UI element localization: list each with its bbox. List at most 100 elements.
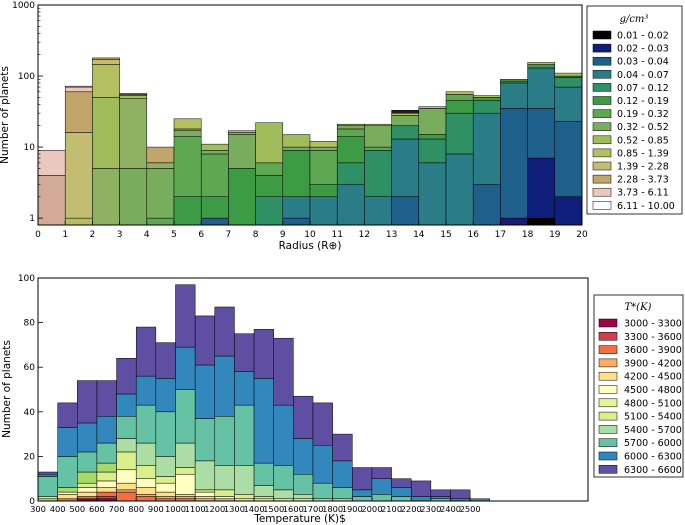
radius-bar-segment bbox=[200, 153, 229, 197]
radius-bar-segment bbox=[92, 97, 120, 169]
temperature-bar-segment bbox=[352, 496, 373, 502]
temperature-x-tick-label: 400 bbox=[50, 504, 66, 514]
temperature-legend-label: 4800 - 5100 bbox=[624, 398, 682, 409]
radius-x-tick-label: 12 bbox=[359, 230, 370, 240]
density-legend-swatch bbox=[592, 56, 612, 66]
temperature-bar-segment bbox=[214, 416, 235, 466]
radius-bar-segment bbox=[119, 93, 148, 95]
radius-bar-segment bbox=[92, 57, 120, 60]
radius-bar-segment bbox=[64, 91, 93, 133]
radius-bar-segment bbox=[391, 112, 420, 116]
radius-bar-segment bbox=[364, 123, 392, 126]
temperature-legend-swatch bbox=[598, 438, 618, 447]
temperature-bar-segment bbox=[135, 465, 157, 479]
temperature-bar-segment bbox=[175, 389, 196, 444]
temperature-y-label: Number of planets bbox=[1, 340, 13, 438]
temperature-y-tick-label: 20 bbox=[24, 452, 36, 462]
radius-bar-segment bbox=[119, 168, 148, 226]
temperature-bar-segment bbox=[410, 496, 432, 502]
temperature-legend-title: T*(K) bbox=[625, 302, 652, 313]
density-legend-swatch bbox=[592, 70, 612, 79]
radius-x-tick-label: 7 bbox=[226, 230, 232, 240]
temperature-bar-segment bbox=[77, 482, 98, 488]
temperature-bar-segment bbox=[37, 473, 58, 477]
radius-x-tick-label: 17 bbox=[495, 230, 506, 240]
temperature-bar-segment bbox=[312, 402, 333, 446]
temperature-legend-label: 4500 - 4800 bbox=[624, 385, 682, 396]
temperature-legend-label: 3600 - 3900 bbox=[624, 345, 682, 356]
temperature-bar-segment bbox=[214, 496, 235, 500]
temperature-legend-swatch bbox=[598, 398, 618, 408]
temperature-bar-segment bbox=[214, 465, 235, 491]
radius-y-tick-label: 10 bbox=[24, 143, 36, 153]
temperature-bar-segment bbox=[430, 489, 451, 497]
temperature-bar-segment bbox=[57, 402, 78, 428]
temperature-bar-segment bbox=[155, 491, 176, 497]
temperature-histogram: 300 400 500 600 700 800 900 1000110012001300140… bbox=[1, 274, 684, 525]
temperature-bar-segment bbox=[96, 416, 117, 444]
radius-bar-segment bbox=[200, 150, 229, 155]
temperature-legend-swatch bbox=[598, 318, 618, 328]
radius-bar-segment bbox=[309, 141, 338, 148]
radius-x-tick-label: 8 bbox=[253, 230, 259, 240]
temperature-bar-segment bbox=[37, 476, 58, 497]
radius-bar-segment bbox=[64, 217, 93, 226]
temperature-bar-segment bbox=[135, 326, 157, 377]
temperature-bar-segment bbox=[135, 487, 157, 495]
temperature-bar-segment bbox=[96, 462, 117, 473]
radius-bar-segment bbox=[146, 217, 175, 226]
density-legend-label: 3.73 - 6.11 bbox=[617, 188, 669, 199]
temperature-bar-segment bbox=[135, 478, 157, 488]
temperature-bar-segment bbox=[77, 380, 98, 424]
temperature-x-tick-label: 2500 bbox=[460, 504, 481, 514]
radius-bar-segment bbox=[173, 136, 202, 197]
temperature-legend-label: 6300 - 6600 bbox=[624, 465, 682, 476]
temperature-bar-segment bbox=[155, 378, 176, 413]
temperature-x-tick-label: 1300 bbox=[224, 504, 245, 514]
density-legend-label: 6.11 - 10.00 bbox=[617, 201, 675, 212]
radius-bar-segment bbox=[282, 146, 311, 151]
radius-bar-segment bbox=[336, 125, 365, 130]
temperature-bar-segment bbox=[96, 471, 117, 482]
radius-x-tick-label: 16 bbox=[467, 230, 479, 240]
radius-bar-segment bbox=[554, 77, 583, 88]
temperature-bar-segment bbox=[253, 378, 274, 464]
temperature-x-tick-label: 600 bbox=[89, 504, 105, 514]
density-legend-label: 0.85 - 1.39 bbox=[617, 148, 669, 159]
radius-bar-segment bbox=[472, 95, 501, 98]
density-legend-label: 0.52 - 0.85 bbox=[617, 135, 669, 146]
temperature-x-tick-label: 800 bbox=[128, 504, 144, 514]
temperature-y-tick-label: 60 bbox=[24, 363, 36, 373]
radius-bar-segment bbox=[173, 128, 202, 131]
radius-x-tick-label: 2 bbox=[90, 230, 96, 240]
temperature-bar-segment bbox=[332, 460, 353, 488]
radius-bar-segment bbox=[527, 108, 556, 159]
radius-y-ticks: 1 10 100 1000 bbox=[12, 1, 43, 224]
temperature-legend-label: 5400 - 5700 bbox=[624, 425, 682, 436]
temperature-y-tick-label: 100 bbox=[18, 274, 35, 284]
temperature-bar-segment bbox=[116, 393, 137, 417]
radius-bar-segment bbox=[228, 132, 256, 135]
temperature-bar-segment bbox=[37, 496, 58, 500]
density-legend-label: 0.03 - 0.04 bbox=[617, 57, 669, 68]
radius-bar-segment bbox=[200, 217, 229, 226]
density-legend-swatch bbox=[592, 122, 612, 131]
radius-x-tick-label: 1 bbox=[62, 230, 68, 240]
radius-bar-segment bbox=[146, 162, 175, 169]
temperature-bar-segment bbox=[194, 460, 216, 491]
radius-bar-segment bbox=[282, 150, 311, 197]
radius-bar-segment bbox=[309, 150, 338, 185]
radius-bar-segment bbox=[200, 196, 229, 219]
temperature-bar-segment bbox=[155, 411, 176, 457]
radius-bar-segment bbox=[472, 112, 501, 185]
radius-bar-segment bbox=[500, 79, 528, 82]
temperature-bar-segment bbox=[96, 480, 117, 488]
radius-bar-segment bbox=[228, 168, 256, 226]
radius-bar-segment bbox=[228, 134, 256, 169]
temperature-bar-segment bbox=[194, 315, 216, 366]
radius-bar-segment bbox=[146, 168, 175, 219]
radius-x-tick-label: 0 bbox=[35, 230, 41, 240]
density-legend-swatch bbox=[592, 135, 612, 145]
temperature-bar-segment bbox=[214, 306, 235, 357]
radius-bar-segment bbox=[472, 183, 501, 226]
